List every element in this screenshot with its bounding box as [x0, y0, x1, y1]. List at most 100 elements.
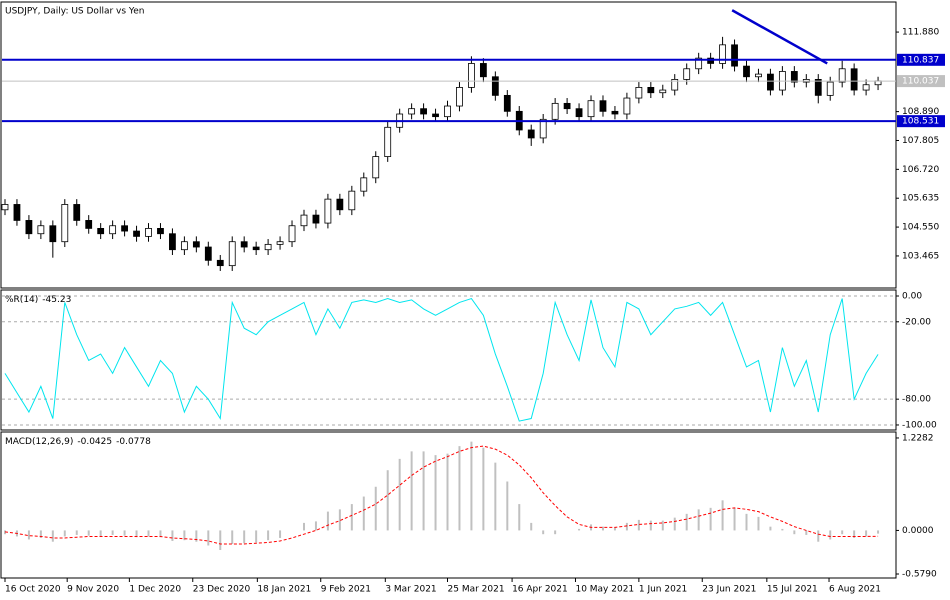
indicator-text: MACD(12,26,9)	[5, 437, 73, 447]
x-tick-label: 1 Dec 2020	[129, 585, 181, 595]
candle-body	[312, 214, 320, 224]
x-tick-label: 9 Feb 2021	[321, 585, 371, 595]
y-tick-label: 105.635	[902, 194, 939, 204]
candle-body	[826, 81, 834, 96]
indicator-name: %R(14)	[5, 295, 38, 305]
candle-body	[479, 63, 487, 78]
indicator-text: -0.0425	[77, 437, 112, 447]
x-tick-label: 9 Nov 2020	[67, 585, 119, 595]
y-tick-label: -80.00	[902, 395, 931, 405]
candle-body	[850, 68, 858, 91]
y-tick-label: 107.805	[902, 136, 939, 146]
candle-body	[444, 105, 451, 118]
candle-body	[695, 57, 703, 70]
candle-body	[240, 241, 248, 248]
candle-body	[348, 190, 356, 211]
candle-body	[743, 65, 750, 78]
candle-body	[790, 71, 798, 83]
x-tick-label: 10 May 2021	[575, 585, 634, 595]
candle-body	[683, 68, 691, 80]
candle-body	[551, 102, 559, 120]
y-tick-label: 106.720	[902, 165, 939, 175]
candle-body	[121, 225, 128, 232]
x-tick-label: 25 Mar 2021	[448, 585, 505, 595]
candle-body	[623, 97, 631, 115]
candle-body	[145, 228, 152, 237]
candle-body	[109, 225, 117, 235]
wpr-line	[4, 297, 879, 422]
x-tick-label: 23 Jun 2021	[702, 585, 756, 595]
candle-body	[527, 129, 535, 139]
y-tick-label: 103.465	[902, 251, 939, 261]
level-label: 110.837	[902, 55, 939, 65]
candle-body	[767, 73, 774, 91]
y-tick-label: 104.550	[902, 223, 939, 233]
chart-title: USDJPY, Daily: US Dollar vs Yen	[5, 7, 144, 17]
candle-body	[862, 84, 870, 91]
trend-line	[731, 9, 828, 65]
candle-body	[838, 68, 846, 83]
candle-body	[456, 87, 463, 107]
indicator-title: %R(14) -45.23	[5, 295, 71, 305]
y-tick-label: 1.2282	[902, 433, 934, 443]
candle-body	[647, 87, 655, 94]
candle-body	[192, 241, 200, 248]
candle-body	[97, 228, 105, 235]
candle-body	[336, 198, 344, 211]
x-tick-label: 1 Jun 2021	[639, 585, 687, 595]
candle-body	[288, 225, 296, 243]
level-label-box	[897, 53, 945, 66]
candle-body	[384, 126, 392, 157]
candle-body	[204, 246, 212, 261]
candle-body	[169, 233, 176, 251]
candle-body	[719, 44, 726, 64]
y-tick-label: 0.0000	[902, 526, 934, 536]
y-tick-label: 108.890	[902, 107, 939, 117]
candle-body	[563, 102, 571, 110]
candle-body	[599, 100, 607, 112]
candle-body	[228, 241, 236, 267]
candle-body	[468, 63, 475, 88]
candle-body	[61, 204, 69, 243]
candle-body	[73, 204, 81, 221]
y-tick-label: 0.00	[902, 291, 922, 301]
x-tick-label: 6 Aug 2021	[829, 585, 881, 595]
candle-body	[300, 214, 308, 227]
candle-body	[491, 76, 499, 96]
candle-body	[659, 89, 667, 94]
candle-body	[635, 87, 643, 99]
indicator-title: MACD(12,26,9) -0.0425 -0.0778	[5, 437, 151, 447]
candle-body	[755, 73, 762, 78]
y-tick-label: -0.5790	[902, 570, 937, 580]
x-tick-label: 23 Dec 2020	[193, 585, 251, 595]
candle-body	[13, 204, 21, 221]
level-label-box	[897, 115, 945, 128]
panel-frame	[0, 1, 897, 289]
candle-body	[49, 225, 57, 243]
x-tick-label: 15 Jul 2021	[767, 585, 818, 595]
candle-body	[671, 79, 679, 91]
panel-frame	[0, 431, 897, 579]
y-tick-label: -20.00	[902, 317, 931, 327]
candle-body	[324, 198, 332, 224]
candle-body	[408, 108, 416, 115]
panel-frame	[0, 289, 897, 431]
candle-body	[216, 259, 224, 267]
candle-body	[85, 220, 93, 229]
candle-body	[432, 113, 439, 118]
x-tick-label: 16 Oct 2020	[5, 585, 61, 595]
candle-body	[133, 230, 140, 237]
candle-body	[25, 220, 33, 235]
price-label: 110.037	[902, 77, 939, 87]
x-tick-label: 18 Jan 2021	[257, 585, 311, 595]
indicator-value: -45.23	[42, 295, 71, 305]
candle-body	[587, 100, 595, 118]
x-tick-label: 16 Apr 2021	[512, 585, 568, 595]
candle-body	[276, 241, 284, 245]
candle-body	[37, 225, 45, 235]
x-tick-label: 3 Mar 2021	[385, 585, 436, 595]
candle-body	[731, 44, 738, 67]
y-tick-label: -100.00	[902, 420, 937, 430]
candle-body	[372, 156, 380, 179]
